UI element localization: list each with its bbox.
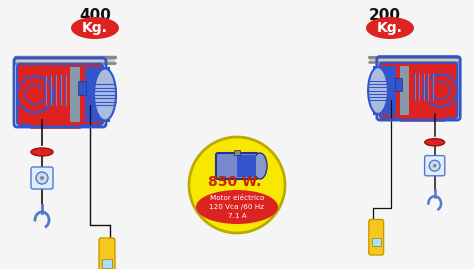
FancyBboxPatch shape (380, 63, 457, 118)
Text: Kg.: Kg. (82, 21, 108, 35)
FancyBboxPatch shape (237, 155, 256, 177)
Text: Kg.: Kg. (377, 21, 403, 35)
Circle shape (17, 76, 53, 112)
FancyBboxPatch shape (102, 259, 112, 267)
FancyBboxPatch shape (401, 66, 410, 115)
Ellipse shape (31, 148, 53, 156)
FancyBboxPatch shape (70, 67, 80, 122)
Text: 850 W.: 850 W. (208, 175, 262, 189)
Ellipse shape (94, 69, 116, 121)
FancyBboxPatch shape (99, 238, 115, 269)
Circle shape (425, 74, 457, 107)
Circle shape (433, 164, 437, 168)
FancyBboxPatch shape (15, 57, 115, 63)
Ellipse shape (196, 190, 278, 224)
FancyBboxPatch shape (372, 238, 381, 246)
FancyBboxPatch shape (395, 78, 402, 91)
Circle shape (189, 137, 285, 233)
Ellipse shape (425, 139, 445, 146)
FancyBboxPatch shape (31, 167, 53, 189)
Ellipse shape (71, 17, 119, 39)
FancyBboxPatch shape (234, 150, 240, 155)
FancyBboxPatch shape (369, 57, 459, 62)
Circle shape (40, 176, 44, 180)
Ellipse shape (366, 17, 414, 39)
Circle shape (429, 160, 440, 171)
Circle shape (36, 172, 48, 184)
Text: 400: 400 (79, 8, 111, 23)
FancyBboxPatch shape (78, 81, 86, 95)
FancyBboxPatch shape (425, 155, 445, 176)
FancyBboxPatch shape (17, 64, 103, 125)
Text: 200: 200 (369, 8, 401, 23)
FancyBboxPatch shape (374, 66, 396, 115)
FancyBboxPatch shape (369, 220, 383, 255)
Text: Motor eléctrico
120 Vca /60 Hz
7.1 A: Motor eléctrico 120 Vca /60 Hz 7.1 A (210, 196, 264, 218)
FancyBboxPatch shape (85, 67, 110, 122)
FancyBboxPatch shape (216, 153, 258, 179)
Ellipse shape (368, 67, 388, 114)
Ellipse shape (253, 153, 267, 179)
